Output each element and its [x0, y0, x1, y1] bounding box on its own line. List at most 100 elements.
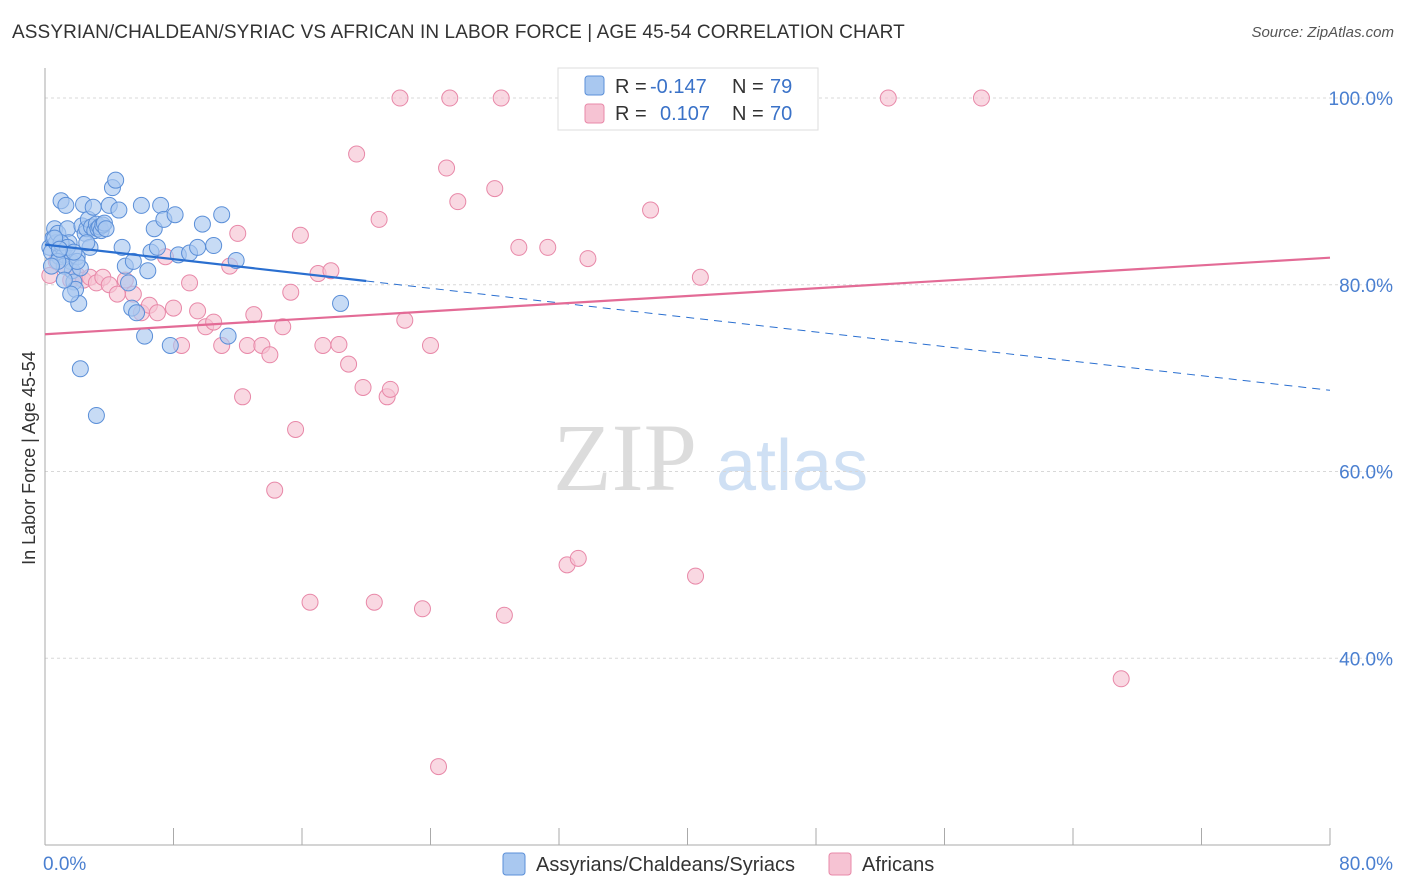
- legend-n-value-2: 70: [770, 103, 792, 125]
- trend-lines: [44, 243, 1331, 391]
- african-point-33: [282, 283, 300, 301]
- african-point-68: [879, 89, 897, 107]
- assyrian-point-77: [55, 271, 73, 289]
- assyrian-point-75: [42, 257, 60, 275]
- tick-labels: 100.0% 80.0% 60.0% 40.0% 0.0% 80.0%: [43, 89, 1393, 875]
- assyrian-point-44: [124, 252, 142, 270]
- x-tick-label-0: 0.0%: [43, 854, 86, 875]
- bottom-legend-swatch-blue: [502, 852, 526, 876]
- assyrian-point-35: [97, 220, 115, 238]
- bottom-legend-label-africans: Africans: [862, 854, 934, 876]
- assyrian-point-51: [148, 238, 166, 256]
- african-point-45: [370, 210, 388, 228]
- african-point-67: [492, 89, 510, 107]
- african-point-19: [181, 274, 199, 292]
- african-point-51: [430, 758, 448, 776]
- african-point-36: [301, 593, 319, 611]
- african-point-34: [287, 420, 305, 438]
- african-point-47: [381, 380, 399, 398]
- assyrian-point-40: [113, 238, 131, 256]
- assyrian-point-55: [166, 206, 184, 224]
- legend-swatch-pink: [584, 103, 605, 124]
- african-point-27: [238, 336, 256, 354]
- assyrian-point-61: [213, 206, 231, 224]
- african-point-39: [322, 262, 340, 280]
- african-point-63: [691, 268, 709, 286]
- assyrian-point-65: [71, 360, 89, 378]
- african-point-40: [330, 336, 348, 354]
- african-point-50: [422, 336, 439, 354]
- assyrian-point-63: [227, 251, 245, 269]
- assyrian-point-46: [132, 196, 150, 214]
- african-point-30: [261, 346, 279, 364]
- african-point-41: [340, 355, 358, 373]
- african-point-53: [449, 193, 467, 211]
- african-point-69: [972, 89, 990, 107]
- assyrian-point-76: [78, 234, 96, 252]
- african-point-25: [229, 224, 247, 242]
- african-point-56: [510, 238, 528, 256]
- african-point-62: [687, 567, 705, 585]
- legend-r-value-1: -0.147: [650, 76, 707, 98]
- assyrian-point-66: [87, 406, 105, 424]
- assyrian-point-54: [161, 336, 179, 354]
- african-point-48: [396, 311, 414, 329]
- watermark-atlas: atlas: [716, 426, 868, 506]
- legend-n-value-1: 79: [770, 76, 792, 98]
- y-axis-label: In Labor Force | Age 45-54: [19, 351, 39, 565]
- african-point-60: [579, 250, 597, 268]
- african-point-44: [365, 593, 383, 611]
- assyrian-point-38: [107, 171, 125, 189]
- assyrian-point-59: [193, 215, 211, 233]
- trend-line-0: [44, 243, 367, 283]
- gridlines: [45, 97, 1392, 659]
- legend-r-value-2: 0.107: [660, 103, 710, 125]
- source-credit: Source: ZipAtlas.com: [1251, 24, 1394, 41]
- y-tick-label-0: 100.0%: [1329, 89, 1394, 110]
- african-point-17: [165, 299, 182, 317]
- trend-line-extension-0: [366, 280, 1331, 391]
- bottom-legend-swatch-pink: [828, 852, 852, 876]
- african-point-66: [441, 89, 459, 107]
- assyrian-point-64: [332, 294, 350, 312]
- bottom-legend-label-assyrians: Assyrians/Chaldeans/Syriacs: [536, 854, 795, 876]
- african-point-64: [1112, 670, 1130, 688]
- assyrian-point-27: [84, 198, 102, 216]
- african-point-61: [642, 201, 660, 219]
- african-point-20: [189, 302, 207, 320]
- africans-points: [41, 89, 1130, 776]
- watermark-zip: ZIP: [553, 404, 697, 511]
- african-point-59: [569, 549, 587, 567]
- y-tick-label-3: 40.0%: [1339, 649, 1393, 670]
- x-tick-label-1: 80.0%: [1339, 854, 1393, 875]
- african-point-26: [234, 388, 252, 406]
- y-tick-label-2: 60.0%: [1339, 463, 1393, 484]
- assyrian-point-58: [189, 238, 207, 256]
- assyrian-point-39: [110, 201, 128, 219]
- african-point-22: [205, 313, 223, 331]
- assyrian-point-48: [139, 262, 157, 280]
- african-point-35: [291, 226, 309, 244]
- african-point-31: [266, 481, 284, 499]
- assyrian-point-45: [128, 304, 146, 322]
- african-point-28: [245, 306, 263, 324]
- african-point-15: [148, 304, 166, 322]
- assyrians-points: [41, 171, 350, 424]
- african-point-38: [314, 336, 332, 354]
- assyrian-point-62: [219, 327, 237, 345]
- legend-swatch-blue: [584, 75, 605, 96]
- legend-n-label-2: N =: [732, 103, 764, 125]
- legend-n-label-1: N =: [732, 76, 764, 98]
- axes: [44, 68, 1331, 846]
- african-point-42: [348, 145, 366, 163]
- assyrian-point-47: [136, 327, 154, 345]
- stats-legend: R = -0.147 N = 79 R = 0.107 N = 70: [557, 67, 819, 131]
- african-point-52: [438, 159, 456, 177]
- y-tick-label-1: 80.0%: [1339, 276, 1393, 297]
- african-point-55: [495, 606, 513, 624]
- assyrian-point-68: [62, 285, 80, 303]
- assyrian-point-10: [57, 196, 75, 214]
- african-point-32: [274, 318, 292, 336]
- african-point-49: [413, 600, 431, 618]
